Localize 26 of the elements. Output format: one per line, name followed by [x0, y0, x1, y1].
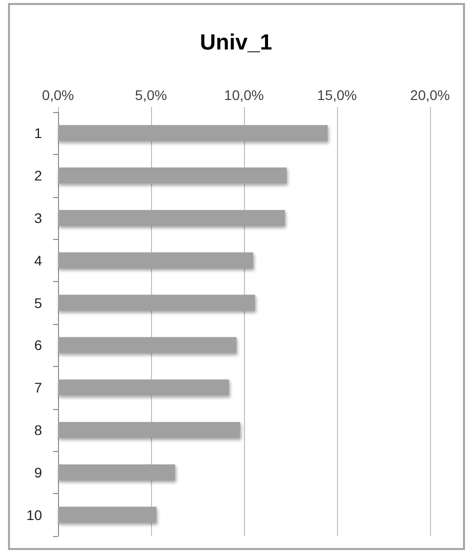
y-tick-label: 3 — [34, 210, 42, 226]
y-tick-label: 4 — [34, 252, 42, 268]
x-tick-label: 5,0% — [135, 87, 167, 103]
bar — [58, 464, 176, 480]
x-tick-label: 20,0% — [410, 87, 450, 103]
y-tick-label: 6 — [34, 337, 42, 354]
y-tick-label: 7 — [34, 380, 42, 396]
y-tick-label: 9 — [34, 464, 42, 480]
bar — [58, 294, 256, 311]
bar — [58, 506, 157, 523]
bar — [58, 380, 230, 396]
bar — [58, 337, 237, 354]
x-tick-label: 10,0% — [224, 87, 264, 103]
x-tick-label: 0,0% — [42, 87, 74, 103]
bar — [58, 210, 285, 226]
y-tick-label: 2 — [34, 168, 42, 184]
y-tick-label: 5 — [34, 294, 42, 311]
y-tick-label: 8 — [34, 422, 42, 438]
chart-title: Univ_1 — [200, 30, 272, 54]
y-tick-label: 1 — [34, 125, 42, 142]
bar — [58, 422, 240, 438]
x-tick-label: 15,0% — [317, 87, 357, 103]
bar — [58, 168, 287, 184]
bar — [58, 252, 254, 268]
bar — [58, 125, 328, 142]
y-tick-label: 10 — [26, 506, 42, 523]
